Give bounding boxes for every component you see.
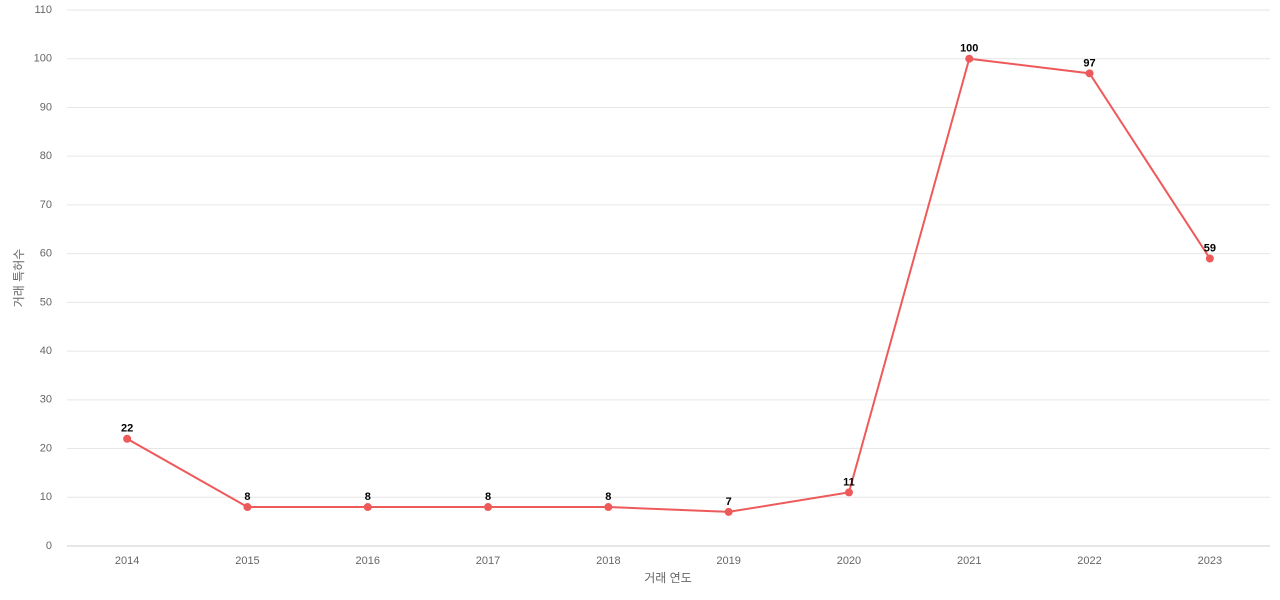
x-tick-label: 2018 bbox=[596, 555, 620, 567]
y-tick-label: 100 bbox=[34, 53, 52, 65]
value-label: 8 bbox=[605, 491, 611, 503]
point bbox=[363, 503, 372, 512]
y-tick-label: 90 bbox=[40, 101, 52, 113]
value-label: 7 bbox=[726, 496, 732, 508]
x-tick-label: 2021 bbox=[957, 555, 981, 567]
x-tick-label: 2017 bbox=[476, 555, 500, 567]
y-tick-label: 0 bbox=[46, 540, 52, 552]
value-label: 22 bbox=[121, 423, 133, 435]
point bbox=[123, 434, 132, 443]
y-tick-label: 40 bbox=[40, 345, 52, 357]
y-tick-label: 30 bbox=[40, 394, 52, 406]
value-label: 8 bbox=[244, 491, 250, 503]
value-label: 8 bbox=[365, 491, 371, 503]
x-tick-label: 2019 bbox=[716, 555, 740, 567]
point bbox=[1085, 69, 1094, 78]
x-axis-title: 거래 연도 bbox=[644, 571, 692, 585]
y-tick-label: 10 bbox=[40, 491, 52, 503]
value-label: 97 bbox=[1083, 57, 1095, 69]
x-tick-label: 2022 bbox=[1077, 555, 1101, 567]
value-label: 11 bbox=[843, 476, 855, 488]
x-tick-label: 2023 bbox=[1198, 555, 1222, 567]
point bbox=[844, 488, 853, 497]
value-label: 8 bbox=[485, 491, 491, 503]
line bbox=[126, 57, 1211, 513]
x-tick-label: 2020 bbox=[837, 555, 861, 567]
y-tick-label: 20 bbox=[40, 442, 52, 454]
point bbox=[604, 503, 613, 512]
y-tick-label: 60 bbox=[40, 248, 52, 260]
value-label: 100 bbox=[960, 43, 978, 55]
point bbox=[965, 54, 974, 63]
y-tick-label: 80 bbox=[40, 150, 52, 162]
value-label: 59 bbox=[1204, 242, 1216, 254]
point bbox=[1205, 254, 1214, 263]
x-tick-label: 2015 bbox=[235, 555, 259, 567]
x-tick-label: 2016 bbox=[356, 555, 380, 567]
y-tick-label: 50 bbox=[40, 296, 52, 308]
point bbox=[724, 507, 733, 516]
point bbox=[484, 503, 493, 512]
y-axis-title: 거래 특허수 bbox=[12, 249, 26, 308]
y-tick-label: 110 bbox=[34, 4, 52, 16]
point bbox=[243, 503, 252, 512]
y-tick-label: 70 bbox=[40, 199, 52, 211]
x-tick-label: 2014 bbox=[115, 555, 139, 567]
